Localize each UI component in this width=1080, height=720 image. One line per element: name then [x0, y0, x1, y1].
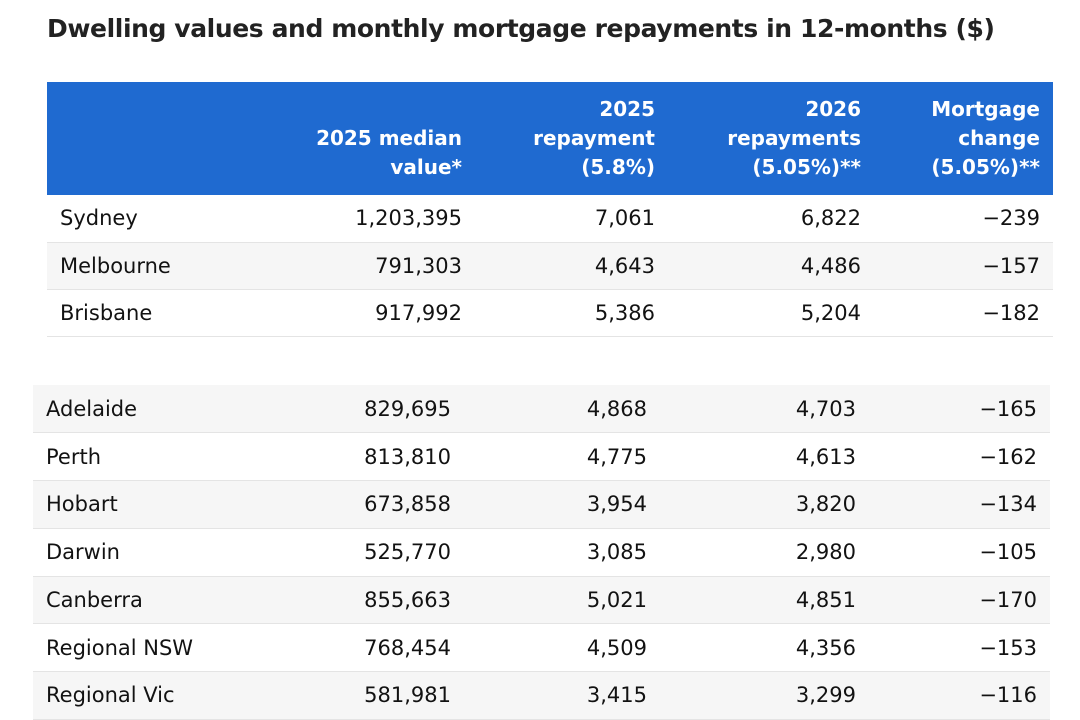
repayment-2026-cell: 6,822: [655, 195, 861, 243]
header-line: (5.05%)**: [752, 155, 861, 179]
header-2026-repayments: 2026 repayments (5.05%)**: [655, 82, 861, 195]
table-row: Perth 813,810 4,775 4,613 −162: [33, 432, 1050, 481]
mortgage-change-cell: −162: [856, 432, 1050, 481]
header-2025-repayment: 2025 repayment (5.8%): [462, 82, 655, 195]
repayment-2025-cell: 3,415: [451, 671, 647, 720]
header-line: 2025: [599, 97, 655, 121]
header-line: value*: [390, 155, 462, 179]
repayment-2025-cell: 5,021: [451, 576, 647, 625]
city-cell: Regional NSW: [33, 623, 193, 672]
repayment-2026-cell: 4,356: [647, 623, 856, 672]
repayment-2025-cell: 3,954: [451, 480, 647, 529]
median-value-cell: 917,992: [192, 289, 462, 337]
table-row: Hobart 673,858 3,954 3,820 −134: [33, 480, 1050, 529]
table-row: Regional Vic 581,981 3,415 3,299 −116: [33, 671, 1050, 720]
header-line: 2026: [805, 97, 861, 121]
table-row: Adelaide 829,695 4,868 4,703 −165: [33, 385, 1050, 434]
median-value-cell: 525,770: [179, 528, 451, 577]
mortgage-change-cell: −153: [856, 623, 1050, 672]
mortgage-change-cell: −116: [856, 671, 1050, 720]
table-row: Brisbane 917,992 5,386 5,204 −182: [47, 289, 1053, 337]
city-cell: Canberra: [33, 576, 179, 625]
repayment-2025-cell: 4,775: [451, 432, 647, 481]
mortgage-change-cell: −157: [861, 242, 1053, 290]
repayment-2025-cell: 4,509: [451, 623, 647, 672]
header-line: (5.8%): [581, 155, 655, 179]
city-cell: Brisbane: [47, 289, 192, 337]
header-line: Mortgage: [931, 97, 1040, 121]
header-line: repayment: [533, 126, 655, 150]
repayment-2026-cell: 2,980: [647, 528, 856, 577]
median-value-cell: 768,454: [179, 623, 451, 672]
table-header-row: 2025 median value* 2025 repayment (5.8%) 20…: [47, 82, 1053, 195]
mortgage-change-cell: −105: [856, 528, 1050, 577]
repayment-2025-cell: 7,061: [462, 195, 655, 243]
header-line: (5.05%)**: [931, 155, 1040, 179]
mortgage-change-cell: −134: [856, 480, 1050, 529]
chart-title: Dwelling values and monthly mortgage rep…: [47, 14, 995, 43]
median-value-cell: 673,858: [179, 480, 451, 529]
table-row: Sydney 1,203,395 7,061 6,822 −239: [47, 195, 1053, 243]
repayment-2026-cell: 5,204: [655, 289, 861, 337]
city-cell: Perth: [33, 432, 179, 481]
city-cell: Adelaide: [33, 385, 179, 434]
repayment-2026-cell: 3,299: [647, 671, 856, 720]
header-mortgage-change: Mortgage change (5.05%)**: [861, 82, 1053, 195]
mortgage-change-cell: −170: [856, 576, 1050, 625]
table-row: Canberra 855,663 5,021 4,851 −170: [33, 576, 1050, 625]
median-value-cell: 829,695: [179, 385, 451, 434]
repayment-2026-cell: 3,820: [647, 480, 856, 529]
repayments-table-top: 2025 median value* 2025 repayment (5.8%) 20…: [47, 82, 1053, 337]
mortgage-change-cell: −182: [861, 289, 1053, 337]
median-value-cell: 581,981: [179, 671, 451, 720]
header-median-value: 2025 median value*: [192, 82, 462, 195]
header-line: change: [958, 126, 1040, 150]
median-value-cell: 791,303: [192, 242, 462, 290]
repayment-2025-cell: 5,386: [462, 289, 655, 337]
repayment-2025-cell: 4,868: [451, 385, 647, 434]
repayment-2026-cell: 4,703: [647, 385, 856, 434]
repayment-2025-cell: 4,643: [462, 242, 655, 290]
median-value-cell: 855,663: [179, 576, 451, 625]
header-line: 2025 median: [316, 126, 462, 150]
city-cell: Regional Vic: [33, 671, 179, 720]
repayment-2026-cell: 4,851: [647, 576, 856, 625]
median-value-cell: 1,203,395: [192, 195, 462, 243]
city-cell: Sydney: [47, 195, 192, 243]
repayments-table-bottom: Adelaide 829,695 4,868 4,703 −165 Perth 813,81…: [33, 385, 1050, 720]
city-cell: Hobart: [33, 480, 179, 529]
city-cell: Darwin: [33, 528, 179, 577]
mortgage-change-cell: −239: [861, 195, 1053, 243]
mortgage-change-cell: −165: [856, 385, 1050, 434]
table-row: Regional NSW 768,454 4,509 4,356 −153: [33, 623, 1050, 672]
city-cell: Melbourne: [47, 242, 192, 290]
repayment-2026-cell: 4,613: [647, 432, 856, 481]
repayment-2026-cell: 4,486: [655, 242, 861, 290]
table-row: Darwin 525,770 3,085 2,980 −105: [33, 528, 1050, 577]
median-value-cell: 813,810: [179, 432, 451, 481]
repayment-2025-cell: 3,085: [451, 528, 647, 577]
header-city: [47, 82, 192, 195]
header-line: repayments: [727, 126, 861, 150]
table-row: Melbourne 791,303 4,643 4,486 −157: [47, 242, 1053, 290]
